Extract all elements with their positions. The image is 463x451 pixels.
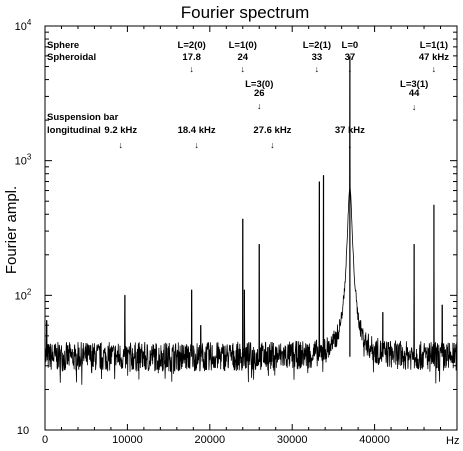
sphere-mode-value: 47 kHz — [419, 52, 449, 63]
sphere-mode-label: L=2(1) — [303, 40, 331, 51]
sphere-mode-label: L=0 — [342, 40, 359, 51]
mode-arrow: ↓ — [241, 64, 246, 74]
mode-arrow: ↓ — [315, 64, 320, 74]
spheroidal-header: Spheroidal — [47, 52, 96, 63]
mode-annotations: SphereSpheroidalL=2(0)17.8↓L=1(0)24↓L=2(… — [47, 40, 449, 150]
y-tick-label: 104 — [15, 18, 32, 33]
bar-mode-value: 18.4 kHz — [178, 125, 216, 136]
mode-arrow: ↓ — [189, 64, 194, 74]
x-tick-label: 20000 — [195, 434, 226, 446]
chart-title: Fourier spectrum — [181, 3, 309, 22]
sphere-mode-label: L=2(0) — [178, 40, 206, 51]
spectrum-series — [44, 55, 458, 385]
mode-arrow: ↓ — [348, 64, 353, 74]
mode-arrow: ↓ — [119, 140, 124, 150]
plot-area-frame — [44, 25, 458, 431]
y-axis-label: Fourier ampl. — [3, 186, 20, 274]
y-tick-label: 102 — [15, 287, 32, 302]
mode-arrow: ↓ — [348, 140, 353, 150]
x-tick-label: 40000 — [359, 434, 390, 446]
mode-arrow: ↓ — [257, 101, 262, 111]
x-tick-label: 10000 — [112, 434, 143, 446]
bar-subheader: longitudinal — [47, 125, 101, 136]
x-tick-label: 30000 — [277, 434, 308, 446]
mode-arrow: ↓ — [412, 102, 417, 112]
y-tick-label: 103 — [15, 153, 32, 168]
sphere-mode-value: 26 — [254, 88, 265, 99]
mode-arrow: ↓ — [194, 140, 199, 150]
axis-ticks: 0 10000 20000 30000 40000 10 102 103 104 — [15, 18, 457, 446]
bar-mode-value: 9.2 kHz — [104, 125, 137, 136]
sphere-mode-label: L=3(0) — [245, 79, 273, 90]
x-tick-label: 0 — [42, 434, 48, 446]
bar-mode-value: 27.6 kHz — [253, 125, 291, 136]
spectrum-line — [44, 55, 458, 385]
sphere-mode-value: 24 — [237, 52, 248, 63]
sphere-header: Sphere — [47, 40, 79, 51]
bar-mode-value: 37 kHz — [335, 125, 365, 136]
sphere-mode-label: L=1(0) — [229, 40, 257, 51]
sphere-mode-value: 33 — [312, 52, 323, 63]
sphere-mode-label: L=3(1) — [400, 79, 428, 90]
sphere-mode-value: 37 — [345, 52, 356, 63]
x-axis-label: Hz — [446, 435, 459, 447]
sphere-mode-label: L=1(1) — [420, 40, 448, 51]
mode-arrow: ↓ — [432, 64, 437, 74]
sphere-mode-value: 17.8 — [182, 52, 201, 63]
mode-arrow: ↓ — [270, 140, 275, 150]
y-tick-label: 10 — [17, 425, 29, 437]
bar-header: Suspension bar — [47, 112, 119, 123]
sphere-mode-value: 44 — [409, 88, 420, 99]
